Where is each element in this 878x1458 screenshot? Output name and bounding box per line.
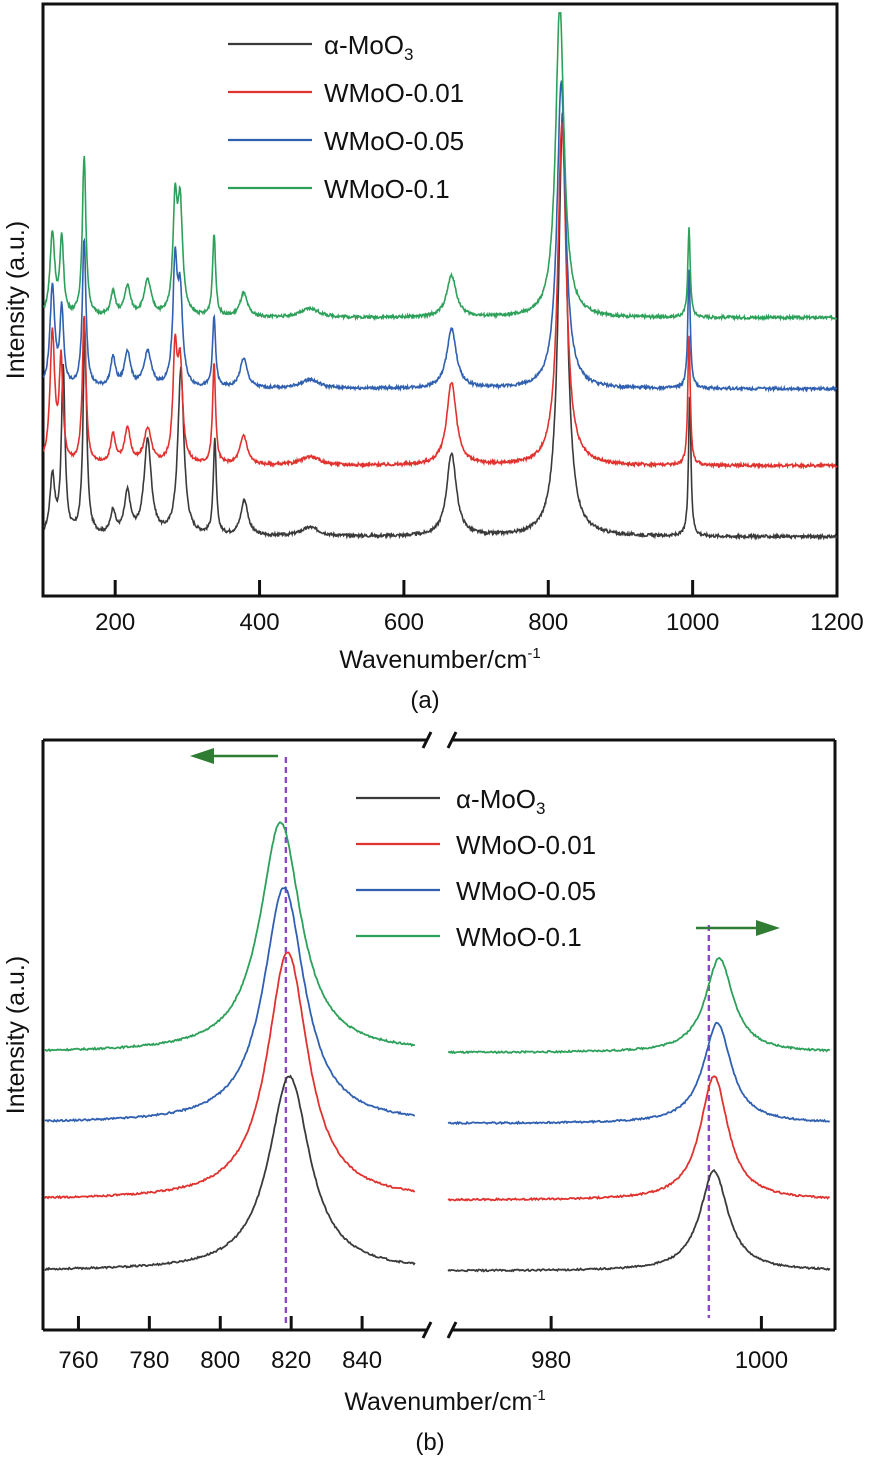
panel-b-peak-markers [284,757,711,1323]
panel-b-tick-label: 980 [531,1347,571,1374]
panel-a-series-line [42,12,837,322]
panel-b-tick-label: 780 [129,1347,169,1374]
panel-a-legend-label: WMoO-0.01 [324,78,464,108]
panel-a-y-axis-title: Intensity (a.u.) [2,221,30,379]
panel-a-tick-label: 400 [240,609,280,636]
panel-b-shift-arrows [190,748,780,936]
panel-b-tick-label: 800 [200,1347,240,1374]
panel-b-frame [41,731,837,1339]
panel-b-axis-break-mark [421,1321,433,1339]
panel-b-legend-label: α-MoO3 [456,784,546,818]
panel-b-legend-label: WMoO-0.01 [456,830,596,860]
panel-b-series-line-right [447,956,831,1055]
panel-a-x-ticks: 200 400 600 800 1000 1200 [95,580,864,636]
panel-b-legend-label: WMoO-0.1 [456,922,582,952]
panel-a-legend-label: WMoO-0.05 [324,126,464,156]
panel-a-series-line [42,79,838,393]
panel-b-legend: α-MoO3 WMoO-0.01 WMoO-0.05 WMoO-0.1 [356,784,596,952]
panel-a-tick-label: 1200 [810,609,863,636]
panel-a-tick-label: 600 [384,609,424,636]
panel-b-axis-break-mark [421,731,433,749]
panel-b-tick-label: 820 [271,1347,311,1374]
panel-b-series-line-left [44,821,416,1053]
panel-a-label: (a) [410,687,439,714]
panel-a-chart: 200 400 600 800 1000 1200 α-MoO3 WMoO-0.01 WMoO… [2,2,864,714]
panel-b-y-axis-title: Intensity (a.u.) [2,956,30,1114]
panel-b-tick-label: 840 [342,1347,382,1374]
panel-b-right-arrowhead [756,920,780,936]
panel-b-legend-label: WMoO-0.05 [456,876,596,906]
panel-a-x-axis-title: Wavenumber/cm-1 [339,645,540,674]
panel-a-legend-label: α-MoO3 [324,30,414,64]
panel-a-series-line [43,111,838,541]
panel-b-series-line-left [44,951,416,1200]
panel-b-series-line-left [44,886,415,1123]
panel-b-axis-break-mark [446,1321,458,1339]
panel-b-tick-label: 760 [58,1347,98,1374]
panel-b-series-line-right [447,1075,830,1202]
panel-a-series [42,12,838,541]
panel-a-legend: α-MoO3 WMoO-0.01 WMoO-0.05 WMoO-0.1 [228,30,464,204]
panel-b-label: (b) [415,1429,444,1456]
panel-b-tick-label: 1000 [735,1347,788,1374]
panel-b-x-axis-title: Wavenumber/cm-1 [344,1387,545,1416]
panel-b-series-line-right [447,1169,831,1273]
panel-b-x-ticks: 760 780 800 820 840 980 1000 [58,1316,788,1374]
panel-b-series-line-left [44,1074,416,1272]
panel-b-left-arrowhead [190,748,214,764]
panel-a-series-line [42,122,838,470]
panel-a-tick-label: 1000 [666,609,719,636]
panel-b-axis-break-mark [446,731,458,749]
panel-b-chart: 760 780 800 820 840 980 1000 α-MoO3 WMoO-0.01 WM… [2,731,837,1456]
panel-b-series-line-right [447,1021,831,1126]
panel-a-tick-label: 800 [528,609,568,636]
panel-a-legend-label: WMoO-0.1 [324,174,450,204]
panel-b-series [44,821,831,1273]
panel-a-frame [41,2,839,598]
panel-a-tick-label: 200 [95,609,135,636]
